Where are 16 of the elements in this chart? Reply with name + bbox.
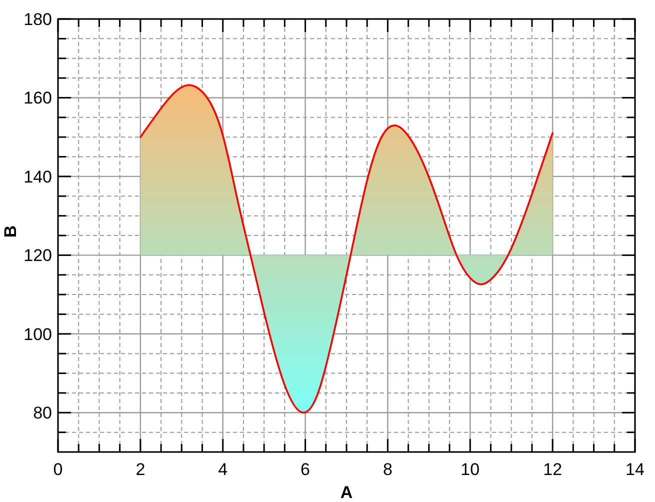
x-tick-label: 4 — [218, 460, 228, 479]
x-tick-label: 10 — [460, 460, 480, 479]
y-axis-title: B — [1, 225, 20, 238]
x-axis-title: A — [340, 483, 353, 502]
y-tick-label: 180 — [24, 10, 52, 29]
y-tick-label: 120 — [24, 246, 52, 266]
x-tick-label: 8 — [382, 460, 392, 479]
y-tick-label: 160 — [24, 88, 52, 108]
x-tick-label: 2 — [136, 460, 146, 479]
y-tick-label: 140 — [24, 167, 52, 186]
x-tick-label: 14 — [626, 460, 644, 479]
x-tick-label: 0 — [53, 460, 63, 479]
x-tick-label: 12 — [543, 460, 562, 479]
x-tick-label: 6 — [300, 460, 310, 479]
y-tick-label: 80 — [33, 404, 52, 423]
y-tick-label: 100 — [24, 324, 52, 344]
